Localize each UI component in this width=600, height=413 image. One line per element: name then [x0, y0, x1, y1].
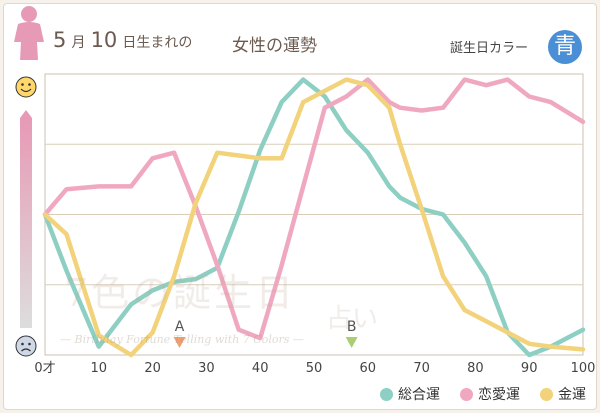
- series-lines: [42, 77, 586, 358]
- x-tick-label: 60: [360, 361, 377, 376]
- gauge-bar: [20, 118, 32, 328]
- x-tick-label: 70: [413, 361, 430, 376]
- x-tick-label: 30: [198, 361, 215, 376]
- gauge-arrow-icon: [20, 110, 32, 118]
- x-tick-label: 90: [521, 361, 538, 376]
- series-line-1: [42, 77, 586, 341]
- x-tick-label: 10: [91, 361, 108, 376]
- x-tick-label: 80: [467, 361, 484, 376]
- x-tick-label: 40: [252, 361, 269, 376]
- month-number: 5: [53, 28, 67, 52]
- sad-face-icon: [15, 335, 37, 357]
- marker-triangle-icon: [345, 337, 358, 348]
- watermark-logo-text: 7色の誕生日: [64, 271, 297, 315]
- birth-color-badge: 青: [548, 30, 582, 64]
- mood-gauge: [20, 110, 32, 328]
- marker-label-b: B: [347, 319, 357, 335]
- x-axis-ticks: 0才 10 20 30 40 50 60 70 80 90 100: [34, 361, 595, 376]
- page-title: 女性の運勢: [232, 36, 317, 56]
- marker-triangle-icon: [173, 337, 186, 348]
- month-unit: 月: [71, 35, 86, 51]
- title-date: 5 月 10 日生まれの: [53, 28, 192, 52]
- marker-label-a: A: [175, 319, 185, 335]
- x-tick-label: 100: [571, 361, 596, 376]
- birth-color-label: 誕生日カラー: [450, 41, 529, 56]
- header: 5 月 10 日生まれの 女性の運勢 誕生日カラー 青: [0, 0, 600, 64]
- watermark-tagline: — Birthday Fortune Telling with 7 Colors…: [60, 333, 304, 346]
- series-line-2: [42, 77, 586, 358]
- smiling-face-icon: [15, 76, 37, 98]
- series-line-0: [42, 77, 586, 358]
- x-tick-label: 20: [144, 361, 161, 376]
- x-tick-label: 50: [306, 361, 323, 376]
- chart-grid: [44, 73, 584, 356]
- woman-silhouette-icon: [14, 6, 44, 60]
- day-number: 10: [90, 28, 118, 52]
- watermark-sub-text: 占い: [326, 304, 379, 334]
- date-suffix: 日生まれの: [122, 35, 193, 51]
- x-tick-label: 0才: [34, 361, 55, 376]
